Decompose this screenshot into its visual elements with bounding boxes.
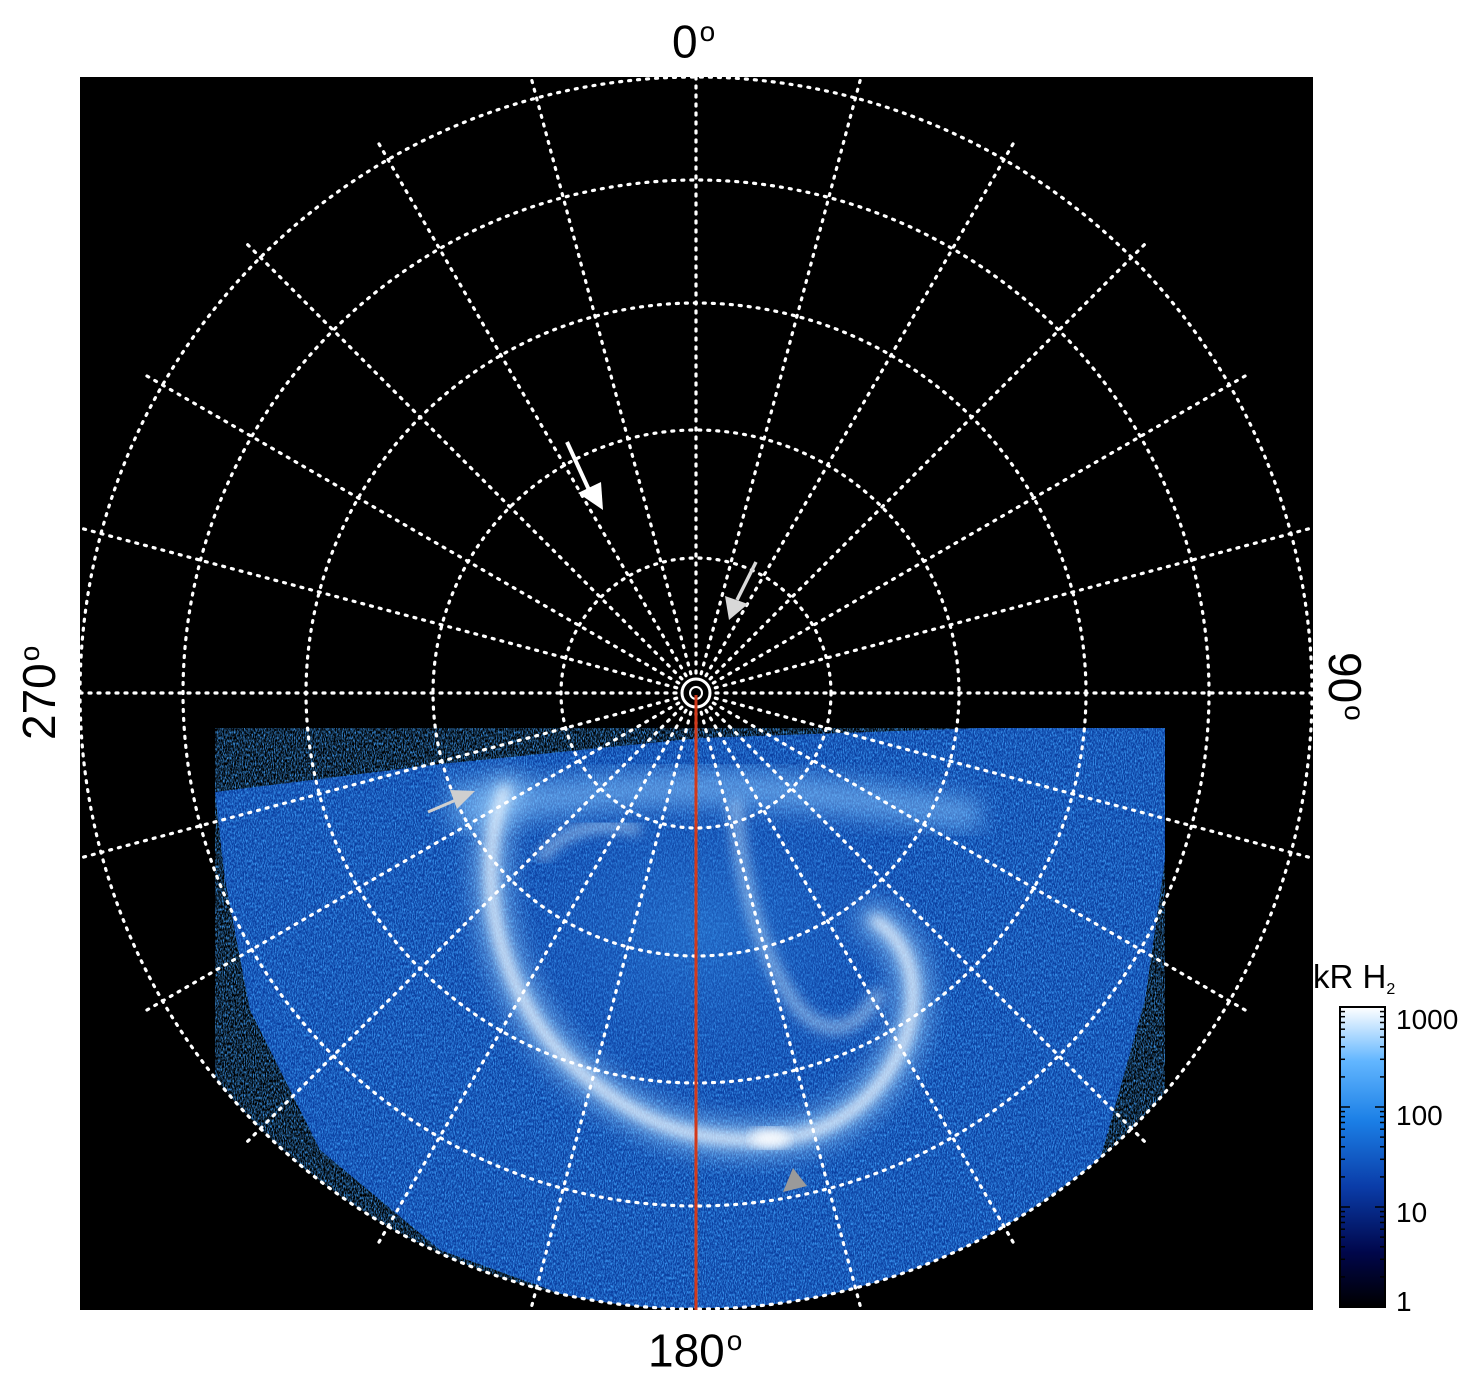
longitude-value: 270 [13,663,65,740]
colorbar-tick-marks [1340,1010,1385,1308]
colorbar [1339,1006,1386,1308]
longitude-value: 0 [672,15,698,68]
grid-circle [181,178,1211,1208]
inner-arc-left [535,821,642,863]
degree-symbol: o [699,16,716,47]
colorbar-tick-label: 10 [1396,1197,1428,1228]
dayside-streaks [450,770,980,830]
colorbar-title-main: kR H [1313,958,1387,995]
longitude-label-270: 270o [12,646,66,740]
colorbar-tick-label: 100 [1396,1100,1443,1131]
longitude-label-0: 0o [672,15,716,68]
grid-circle [559,556,833,830]
longitude-value: 90 [1319,652,1371,704]
degree-symbol: o [13,645,45,662]
colorbar-title-subscript: 2 [1386,981,1396,998]
colorbar-tick-label: 1 [1396,1286,1412,1317]
longitude-value: 180 [648,1324,725,1377]
white-arrow-icon [565,441,603,510]
colorbar-gradient [1339,1006,1386,1308]
colorbar-tick-label: 1000 [1396,1004,1459,1035]
longitude-label-180: 180o [648,1324,743,1377]
dark-gray-triangle-icon [783,1168,807,1192]
bright-spot [750,1128,790,1148]
longitude-label-90: 90o [1318,652,1372,721]
colorbar-title: kR H2 [1313,958,1395,999]
light-gray-arrow-icon [427,790,475,814]
main-oval-core [486,785,918,1145]
degree-symbol: o [726,1325,743,1356]
polar-cap-glow [440,720,960,1140]
light-gray-arrow-icon [725,561,758,620]
degree-symbol: o [1339,705,1371,721]
